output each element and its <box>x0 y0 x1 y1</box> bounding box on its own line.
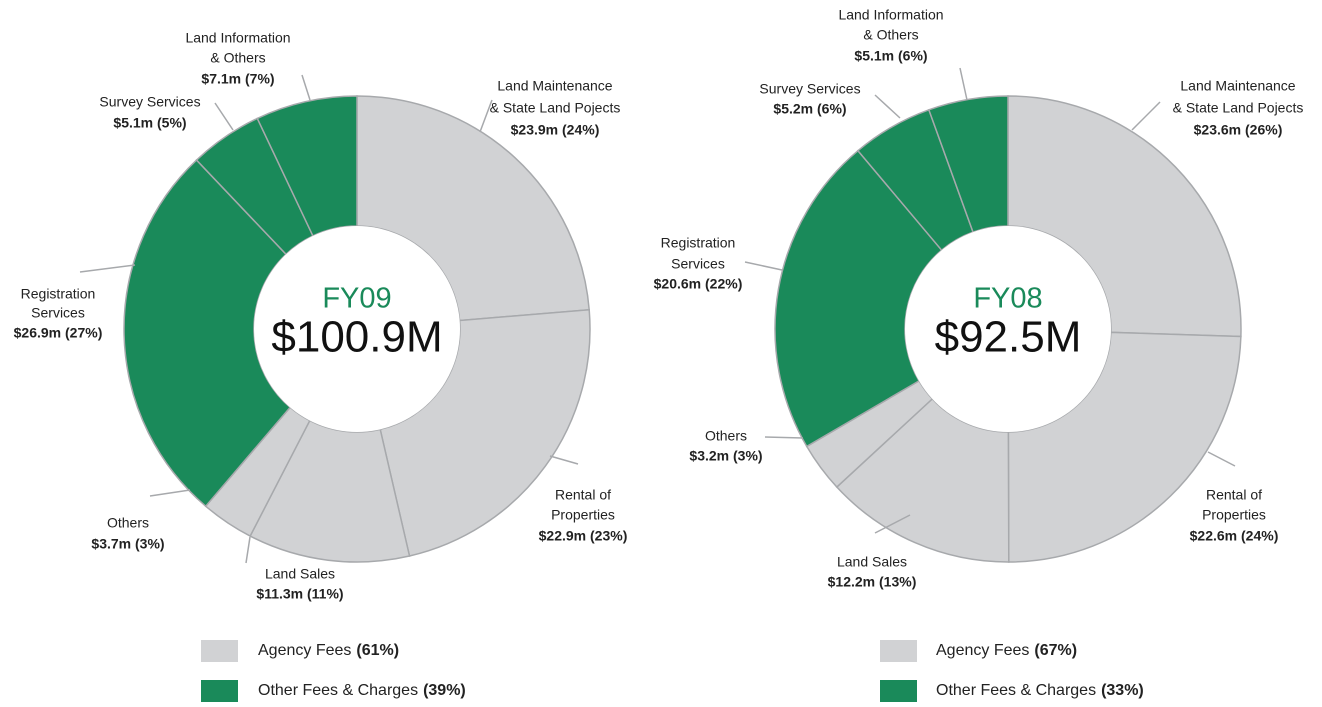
segment-value-label: $5.2m (6%) <box>773 101 846 117</box>
leader-line <box>301 74 311 101</box>
segment-label: Land Sales <box>265 566 335 582</box>
leader-line <box>549 455 579 465</box>
segment-value-label: $5.1m (6%) <box>854 48 927 64</box>
segment-label: & Others <box>863 27 918 43</box>
center-year: FY08 <box>973 283 1042 315</box>
leader-line <box>149 489 191 497</box>
legend-swatch <box>201 640 238 662</box>
legend-value: (67%) <box>1034 642 1077 659</box>
segment-value-label: $22.6m (24%) <box>1190 528 1279 544</box>
segment-label: Registration <box>21 286 96 302</box>
segment-label: Survey Services <box>759 81 860 97</box>
legend-label: Other Fees & Charges (33%) <box>936 682 1144 699</box>
donut-hole <box>905 226 1111 432</box>
segment-label: Properties <box>551 507 615 523</box>
segment-label: Services <box>671 256 725 272</box>
legend-swatch <box>201 680 238 702</box>
leader-line <box>874 94 901 119</box>
segment-value-label: $23.6m (26%) <box>1194 122 1283 138</box>
segment-label: Survey Services <box>99 94 200 110</box>
segment-value-label: $3.7m (3%) <box>91 536 164 552</box>
legend-value: (33%) <box>1101 682 1144 699</box>
segment-label: Properties <box>1202 507 1266 523</box>
leader-line <box>479 99 493 133</box>
segment-label: Rental of <box>555 487 611 503</box>
segment-value-label: $12.2m (13%) <box>828 574 917 590</box>
legend-value: (39%) <box>423 682 466 699</box>
legend-swatch <box>880 680 917 702</box>
segment-value-label: $23.9m (24%) <box>511 122 600 138</box>
legend-value: (61%) <box>356 642 399 659</box>
segment-value-label: $7.1m (7%) <box>201 71 274 87</box>
segment-label: & State Land Pojects <box>1173 100 1304 116</box>
segment-value-label: $26.9m (27%) <box>14 325 103 341</box>
legend-label: Other Fees & Charges (39%) <box>258 682 466 699</box>
leader-line <box>1131 101 1161 131</box>
donut-hole <box>254 226 460 432</box>
segment-label: Land Maintenance <box>497 78 612 94</box>
segment-value-label: $3.2m (3%) <box>689 448 762 464</box>
leader-line <box>874 514 911 534</box>
leader-line <box>214 102 234 131</box>
segment-value-label: $11.3m (11%) <box>256 586 343 602</box>
legend-name: Other Fees & Charges <box>936 682 1096 699</box>
legend-name: Agency Fees <box>936 642 1029 659</box>
segment-label: Others <box>107 515 149 531</box>
legend-label: Agency Fees (61%) <box>258 642 399 659</box>
leader-line <box>79 264 136 273</box>
segment-label: Rental of <box>1206 487 1262 503</box>
leader-line <box>959 67 968 101</box>
donut-segment <box>1007 331 1242 563</box>
leader-line <box>744 261 783 271</box>
leader-line <box>1207 451 1236 467</box>
segment-label: Registration <box>661 235 736 251</box>
center-year: FY09 <box>322 283 391 315</box>
segment-label: Services <box>31 305 85 321</box>
center-total: $100.9M <box>271 313 442 362</box>
segment-label: & State Land Pojects <box>490 100 621 116</box>
legend-name: Other Fees & Charges <box>258 682 418 699</box>
segment-label: Land Maintenance <box>1180 78 1295 94</box>
legend-swatch <box>880 640 917 662</box>
segment-label: Land Sales <box>837 554 907 570</box>
leader-line <box>245 536 251 564</box>
leader-line <box>764 436 804 439</box>
segment-label: & Others <box>210 50 265 66</box>
segment-label: Land Information <box>838 7 943 23</box>
segment-value-label: $5.1m (5%) <box>113 115 186 131</box>
center-total: $92.5M <box>935 313 1082 362</box>
segment-value-label: $22.9m (23%) <box>539 528 628 544</box>
legend-name: Agency Fees <box>258 642 351 659</box>
legend-label: Agency Fees (67%) <box>936 642 1077 659</box>
segment-value-label: $20.6m (22%) <box>654 276 743 292</box>
segment-label: Land Information <box>185 30 290 46</box>
segment-label: Others <box>705 428 747 444</box>
